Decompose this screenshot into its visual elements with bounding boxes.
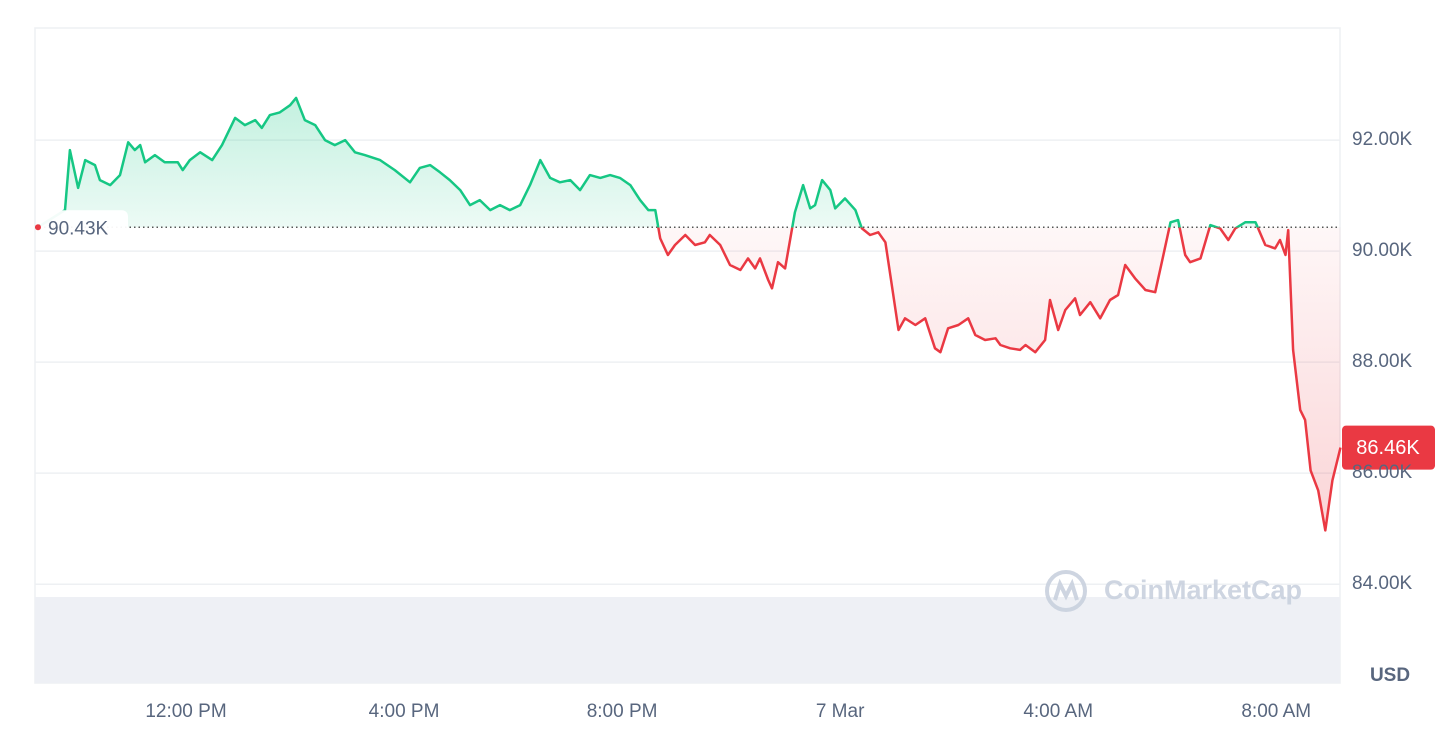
y-tick-label: 84.00K bbox=[1352, 573, 1413, 594]
baseline-dot bbox=[35, 224, 41, 231]
price-tag-label: 86.46K bbox=[1356, 437, 1420, 459]
watermark-logo bbox=[1053, 578, 1079, 601]
price-tag bbox=[1342, 425, 1435, 470]
x-tick-label: 8:00 PM bbox=[587, 701, 658, 722]
x-tick-label: 4:00 AM bbox=[1023, 701, 1093, 722]
watermark-logo bbox=[1045, 570, 1087, 612]
y-tick-label: 88.00K bbox=[1352, 351, 1413, 372]
baseline-label-bg bbox=[40, 210, 128, 245]
x-tick-label: 4:00 PM bbox=[369, 701, 440, 722]
watermark: CoinMarketCap bbox=[1045, 570, 1302, 612]
x-tick-label: 12:00 PM bbox=[145, 701, 226, 722]
watermark-text: CoinMarketCap bbox=[1104, 575, 1302, 605]
y-tick-label: 86.00K bbox=[1352, 462, 1413, 483]
price-line bbox=[37, 96, 1342, 532]
unit-label: USD bbox=[1370, 665, 1410, 686]
baseline-label: 90.43K bbox=[48, 218, 109, 239]
volume-area bbox=[35, 597, 1340, 683]
y-tick-label: 92.00K bbox=[1352, 129, 1413, 150]
y-tick-label: 90.00K bbox=[1352, 240, 1413, 261]
x-tick-label: 7 Mar bbox=[816, 701, 865, 722]
x-tick-label: 8:00 AM bbox=[1241, 701, 1311, 722]
area-fill bbox=[37, 97, 1341, 531]
